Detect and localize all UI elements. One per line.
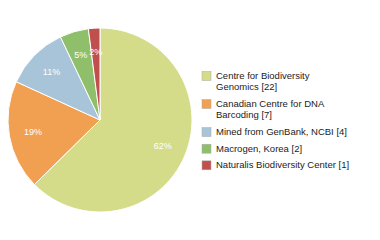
- data-label: 19%: [24, 127, 42, 137]
- legend-label: Mined from GenBank, NCBI [4]: [216, 126, 347, 137]
- legend-label-line: Canadian Centre for DNA: [216, 98, 325, 109]
- pie: [8, 28, 192, 212]
- legend-swatch: [202, 144, 211, 153]
- legend-swatch: [202, 100, 211, 109]
- legend-item: Naturalis Biodiversity Center [1]: [202, 159, 349, 170]
- legend-swatch: [202, 72, 211, 81]
- legend-label: Naturalis Biodiversity Center [1]: [216, 159, 349, 170]
- data-labels: 62% 19% 11% 5%2%: [24, 47, 172, 151]
- legend-label-line: Barcoding [7]: [216, 109, 272, 120]
- legend-item: Macrogen, Korea [2]: [202, 143, 302, 154]
- legend-label: Canadian Centre for DNABarcoding [7]: [216, 98, 325, 120]
- legend-item: Canadian Centre for DNABarcoding [7]: [202, 98, 325, 120]
- legend-label-line: Naturalis Biodiversity Center [1]: [216, 159, 349, 170]
- data-label: 2%: [89, 47, 102, 57]
- legend-label: Macrogen, Korea [2]: [216, 143, 302, 154]
- legend-label-line: Centre for Biodiversity: [216, 70, 310, 81]
- legend-item: Mined from GenBank, NCBI [4]: [202, 126, 347, 137]
- legend: Centre for BiodiversityGenomics [22] Cana…: [202, 70, 349, 170]
- legend-swatch: [202, 161, 211, 170]
- legend-label-line: Macrogen, Korea [2]: [216, 143, 302, 154]
- legend-label-line: Genomics [22]: [216, 81, 277, 92]
- data-label: 5%: [74, 50, 87, 60]
- chart: 62% 19% 11% 5%2% Centre for BiodiversityGeno…: [0, 0, 380, 240]
- pie-slice: [88, 28, 100, 120]
- data-label: 62%: [154, 141, 172, 151]
- data-label: 11%: [43, 67, 60, 77]
- legend-swatch: [202, 128, 211, 137]
- legend-label: Centre for BiodiversityGenomics [22]: [216, 70, 310, 92]
- legend-label-line: Mined from GenBank, NCBI [4]: [216, 126, 347, 137]
- pie-slice: [60, 29, 100, 120]
- legend-item: Centre for BiodiversityGenomics [22]: [202, 70, 310, 92]
